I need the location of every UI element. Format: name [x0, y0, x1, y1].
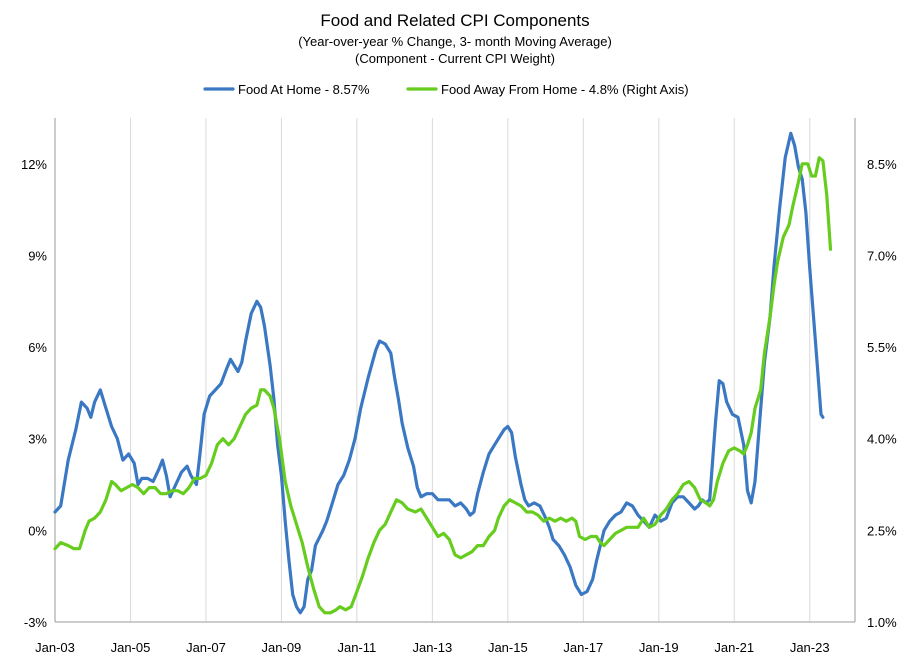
x-tick-label: Jan-21: [714, 640, 754, 655]
left-y-tick-label: 0%: [28, 523, 47, 538]
left-y-tick-label: 12%: [21, 157, 47, 172]
x-tick-label: Jan-11: [337, 640, 376, 655]
x-tick-label: Jan-07: [186, 640, 226, 655]
left-y-tick-label: -3%: [24, 615, 48, 630]
right-y-tick-label: 8.5%: [867, 157, 897, 172]
x-tick-label: Jan-13: [412, 640, 452, 655]
chart-subtitle-1: (Year-over-year % Change, 3- month Movin…: [298, 34, 612, 49]
x-tick-label: Jan-03: [35, 640, 75, 655]
x-tick-label: Jan-15: [488, 640, 528, 655]
x-tick-label: Jan-19: [639, 640, 679, 655]
legend-label-food-at-home: Food At Home - 8.57%: [238, 82, 370, 97]
tick-labels: Jan-03 Jan-05 Jan-07 Jan-09 Jan-11 Jan-13 Jan-…: [21, 157, 897, 655]
left-y-tick-label: 3%: [28, 432, 47, 447]
x-tick-label: Jan-05: [111, 640, 151, 655]
right-y-tick-label: 7.0%: [867, 248, 897, 263]
series-layer: [53, 131, 833, 615]
right-y-tick-label: 4.0%: [867, 432, 897, 447]
chart-title: Food and Related CPI Components: [320, 11, 589, 30]
grid: [54, 118, 811, 622]
x-tick-label: Jan-23: [790, 640, 830, 655]
series-line-food-at-home: [53, 131, 825, 615]
legend: Food At Home - 8.57% Food Away From Home …: [203, 82, 689, 97]
right-y-tick-label: 1.0%: [867, 615, 897, 630]
axes: [54, 118, 856, 623]
left-y-tick-label: 9%: [28, 248, 47, 263]
x-tick-label: Jan-09: [262, 640, 302, 655]
legend-label-food-away-from-home: Food Away From Home - 4.8% (Right Axis): [441, 82, 689, 97]
x-tick-label: Jan-17: [563, 640, 603, 655]
series-line-food-away-from-home: [53, 156, 833, 615]
right-y-tick-label: 5.5%: [867, 340, 897, 355]
left-y-tick-label: 6%: [28, 340, 47, 355]
right-y-tick-label: 2.5%: [867, 523, 897, 538]
chart-subtitle-2: (Component - Current CPI Weight): [355, 51, 555, 66]
